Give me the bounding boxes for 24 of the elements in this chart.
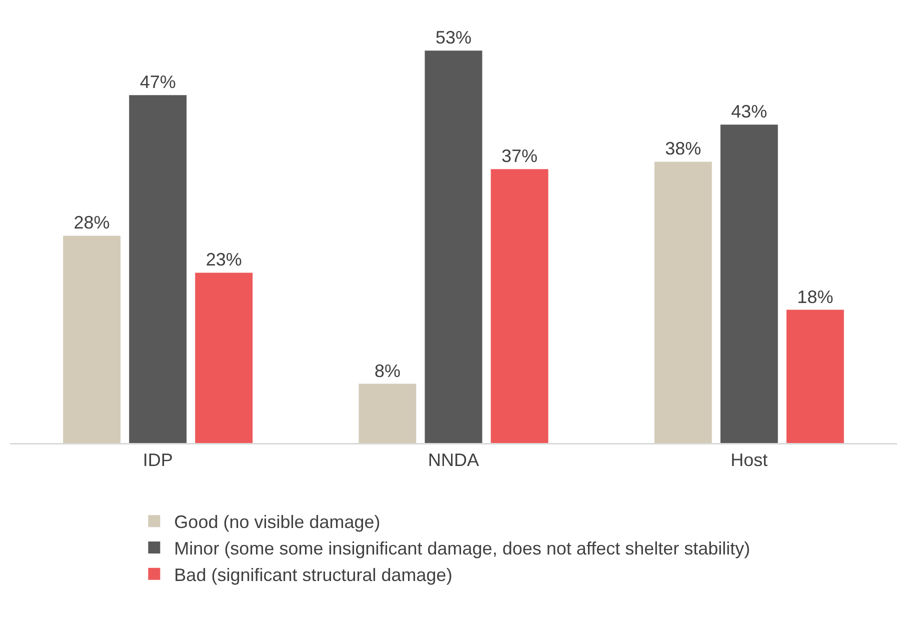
bar [129, 95, 187, 443]
x-tick-label: IDP [142, 450, 173, 470]
data-label: 37% [502, 146, 538, 166]
bar [63, 236, 121, 443]
data-label: 28% [74, 212, 110, 233]
bar [786, 310, 844, 443]
data-label: 43% [731, 102, 768, 122]
legend-label: Bad (significant structural damage) [174, 564, 452, 585]
x-tick-label: Host [730, 450, 768, 470]
bar [358, 384, 416, 443]
bar [195, 272, 253, 443]
bar [720, 124, 778, 443]
data-label: 23% [206, 250, 242, 270]
bar [490, 169, 548, 443]
legend-label: Good (no visible damage) [174, 512, 380, 532]
data-label: 18% [797, 286, 834, 307]
data-label: 8% [374, 360, 400, 381]
data-label: 47% [140, 72, 176, 92]
data-label: 53% [435, 28, 472, 48]
bar [424, 50, 482, 443]
legend-label: Minor (some some insignificant damage, does not affect shelter stability) [174, 538, 750, 559]
data-label: 38% [665, 138, 702, 159]
bar [654, 162, 712, 443]
x-tick-label: NNDA [428, 450, 480, 470]
